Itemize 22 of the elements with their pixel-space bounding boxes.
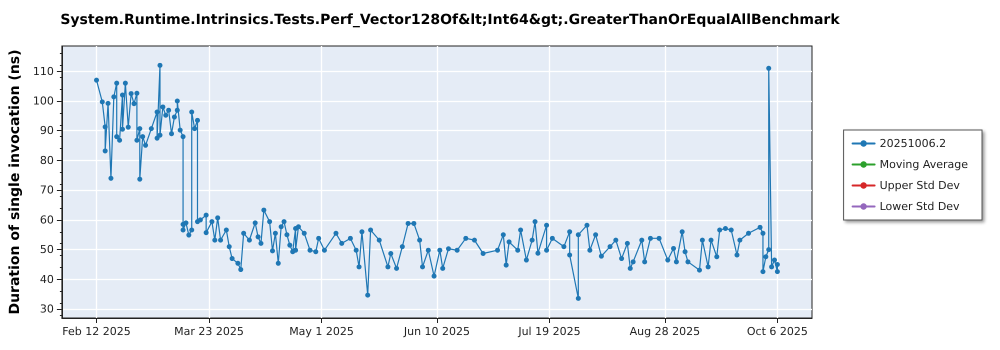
y-tick-label: 100	[32, 94, 54, 108]
x-tick-label: Aug 28 2025	[630, 325, 700, 338]
x-tick-label: Jun 10 2025	[402, 325, 470, 338]
y-tick-label: 60	[40, 213, 54, 226]
legend-label: 20251006.2	[880, 137, 946, 150]
x-tick-label: Mar 23 2025	[174, 325, 244, 338]
y-tick-label: 90	[40, 124, 54, 138]
x-tick-label: Feb 12 2025	[62, 325, 131, 338]
y-tick-label: 30	[40, 302, 54, 316]
y-axis-title: Duration of single invocation (ns)	[7, 49, 23, 315]
chart-title: System.Runtime.Intrinsics.Tests.Perf_Vector128Of&lt;Int64&gt;.GreaterThanOrEqualAllBenchmark	[60, 12, 840, 28]
x-tick-label: Jul 19 2025	[517, 325, 581, 338]
x-tick-label: May 1 2025	[289, 325, 354, 338]
y-tick-label: 110	[32, 64, 54, 78]
y-tick-label: 80	[40, 154, 54, 167]
x-tick-label: Oct 6 2025	[746, 325, 808, 338]
legend-label: Upper Std Dev	[880, 179, 960, 192]
legend-label: Moving Average	[880, 158, 968, 171]
y-tick-label: 40	[40, 272, 54, 286]
legend-label: Lower Std Dev	[880, 200, 960, 213]
y-tick-label: 70	[40, 184, 54, 197]
y-tick-label: 50	[40, 243, 54, 256]
